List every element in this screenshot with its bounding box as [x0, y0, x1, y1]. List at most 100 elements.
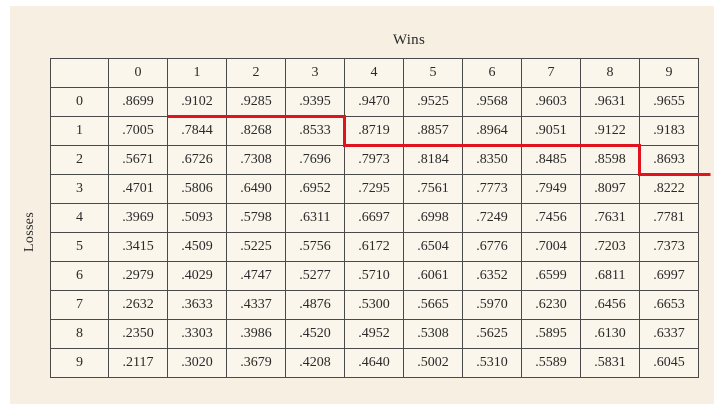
table-cell: .9631: [580, 87, 640, 117]
table-cell: .7631: [580, 203, 640, 233]
table-cell: .8699: [108, 87, 168, 117]
table-cell: .5310: [462, 348, 522, 378]
table-cell: .8222: [639, 174, 699, 204]
table-row: 6.2979.4029.4747.5277.5710.6061.6352.659…: [50, 261, 699, 291]
table-cell: .5671: [108, 145, 168, 175]
table-cell: .6061: [403, 261, 463, 291]
table-cell: .5756: [285, 232, 345, 262]
losses-header-4: 4: [50, 203, 109, 233]
table-cell: .8719: [344, 116, 404, 146]
table-cell: .4952: [344, 319, 404, 349]
table-cell: .8268: [226, 116, 286, 146]
wins-header-7: 7: [521, 58, 581, 88]
table-cell: .5970: [462, 290, 522, 320]
table-cell: .8533: [285, 116, 345, 146]
table-row: 4.3969.5093.5798.6311.6697.6998.7249.745…: [50, 203, 699, 233]
wins-header-9: 9: [639, 58, 699, 88]
table-cell: .5308: [403, 319, 463, 349]
table-cell: .6337: [639, 319, 699, 349]
table-cell: .6311: [285, 203, 345, 233]
table-row: 2.5671.6726.7308.7696.7973.8184.8350.848…: [50, 145, 699, 175]
table-cell: .6811: [580, 261, 640, 291]
table-row: 1.7005.7844.8268.8533.8719.8857.8964.905…: [50, 116, 699, 146]
table-cell: .6490: [226, 174, 286, 204]
table-row: 0.8699.9102.9285.9395.9470.9525.9568.960…: [50, 87, 699, 117]
table-cell: .7456: [521, 203, 581, 233]
table-cell: .8097: [580, 174, 640, 204]
table-cell: .4640: [344, 348, 404, 378]
table-cell: .7773: [462, 174, 522, 204]
table-cell: .5589: [521, 348, 581, 378]
losses-header-8: 8: [50, 319, 109, 349]
table-cell: .9051: [521, 116, 581, 146]
table-cell: .6130: [580, 319, 640, 349]
table-cell: .9102: [167, 87, 227, 117]
wins-header-2: 2: [226, 58, 286, 88]
table-cell: .3633: [167, 290, 227, 320]
wins-header-4: 4: [344, 58, 404, 88]
table-cell: .6997: [639, 261, 699, 291]
table-cell: .3679: [226, 348, 286, 378]
table-cell: .6230: [521, 290, 581, 320]
table-cell: .3415: [108, 232, 168, 262]
table-cell: .2350: [108, 319, 168, 349]
table-cell: .9655: [639, 87, 699, 117]
wins-header-8: 8: [580, 58, 640, 88]
table-cell: .3969: [108, 203, 168, 233]
table-cell: .8857: [403, 116, 463, 146]
table-cell: .3303: [167, 319, 227, 349]
table-cell: .7203: [580, 232, 640, 262]
losses-header-9: 9: [50, 348, 109, 378]
table-cell: .8485: [521, 145, 581, 175]
table-cell: .4337: [226, 290, 286, 320]
table-cell: .7973: [344, 145, 404, 175]
table-cell: .6653: [639, 290, 699, 320]
table-cell: .6776: [462, 232, 522, 262]
table-cell: .5002: [403, 348, 463, 378]
table-cell: .7561: [403, 174, 463, 204]
table-cell: .5710: [344, 261, 404, 291]
table-cell: .7844: [167, 116, 227, 146]
table-cell: .8693: [639, 145, 699, 175]
table-cell: .6045: [639, 348, 699, 378]
table-cell: .5665: [403, 290, 463, 320]
table-cell: .9525: [403, 87, 463, 117]
losses-header-1: 1: [50, 116, 109, 146]
table-cell: .4701: [108, 174, 168, 204]
losses-axis-label: Losses: [22, 212, 37, 252]
table-cell: .3020: [167, 348, 227, 378]
table-cell: .5277: [285, 261, 345, 291]
wins-header-5: 5: [403, 58, 463, 88]
table-cell: .9470: [344, 87, 404, 117]
table-cell: .5798: [226, 203, 286, 233]
table-cell: .4208: [285, 348, 345, 378]
table-cell: .5300: [344, 290, 404, 320]
table-cell: .4876: [285, 290, 345, 320]
table-cell: .2979: [108, 261, 168, 291]
table-cell: .5625: [462, 319, 522, 349]
table-row: 3.4701.5806.6490.6952.7295.7561.7773.794…: [50, 174, 699, 204]
table-cell: .9285: [226, 87, 286, 117]
table-cell: .7249: [462, 203, 522, 233]
table-cell: .4509: [167, 232, 227, 262]
losses-header-5: 5: [50, 232, 109, 262]
table-cell: .9568: [462, 87, 522, 117]
table-cell: .7373: [639, 232, 699, 262]
table-cell: .2632: [108, 290, 168, 320]
table-cell: .4747: [226, 261, 286, 291]
wins-axis-label: Wins: [392, 32, 426, 48]
table-cell: .5225: [226, 232, 286, 262]
losses-header-3: 3: [50, 174, 109, 204]
table-cell: .6952: [285, 174, 345, 204]
table-cell: .4029: [167, 261, 227, 291]
losses-header-2: 2: [50, 145, 109, 175]
table-cell: .8184: [403, 145, 463, 175]
table-cell: .6998: [403, 203, 463, 233]
table-cell: .5093: [167, 203, 227, 233]
table-cell: .8598: [580, 145, 640, 175]
table-cell: .7295: [344, 174, 404, 204]
table-cell: .6456: [580, 290, 640, 320]
table-cell: .6504: [403, 232, 463, 262]
